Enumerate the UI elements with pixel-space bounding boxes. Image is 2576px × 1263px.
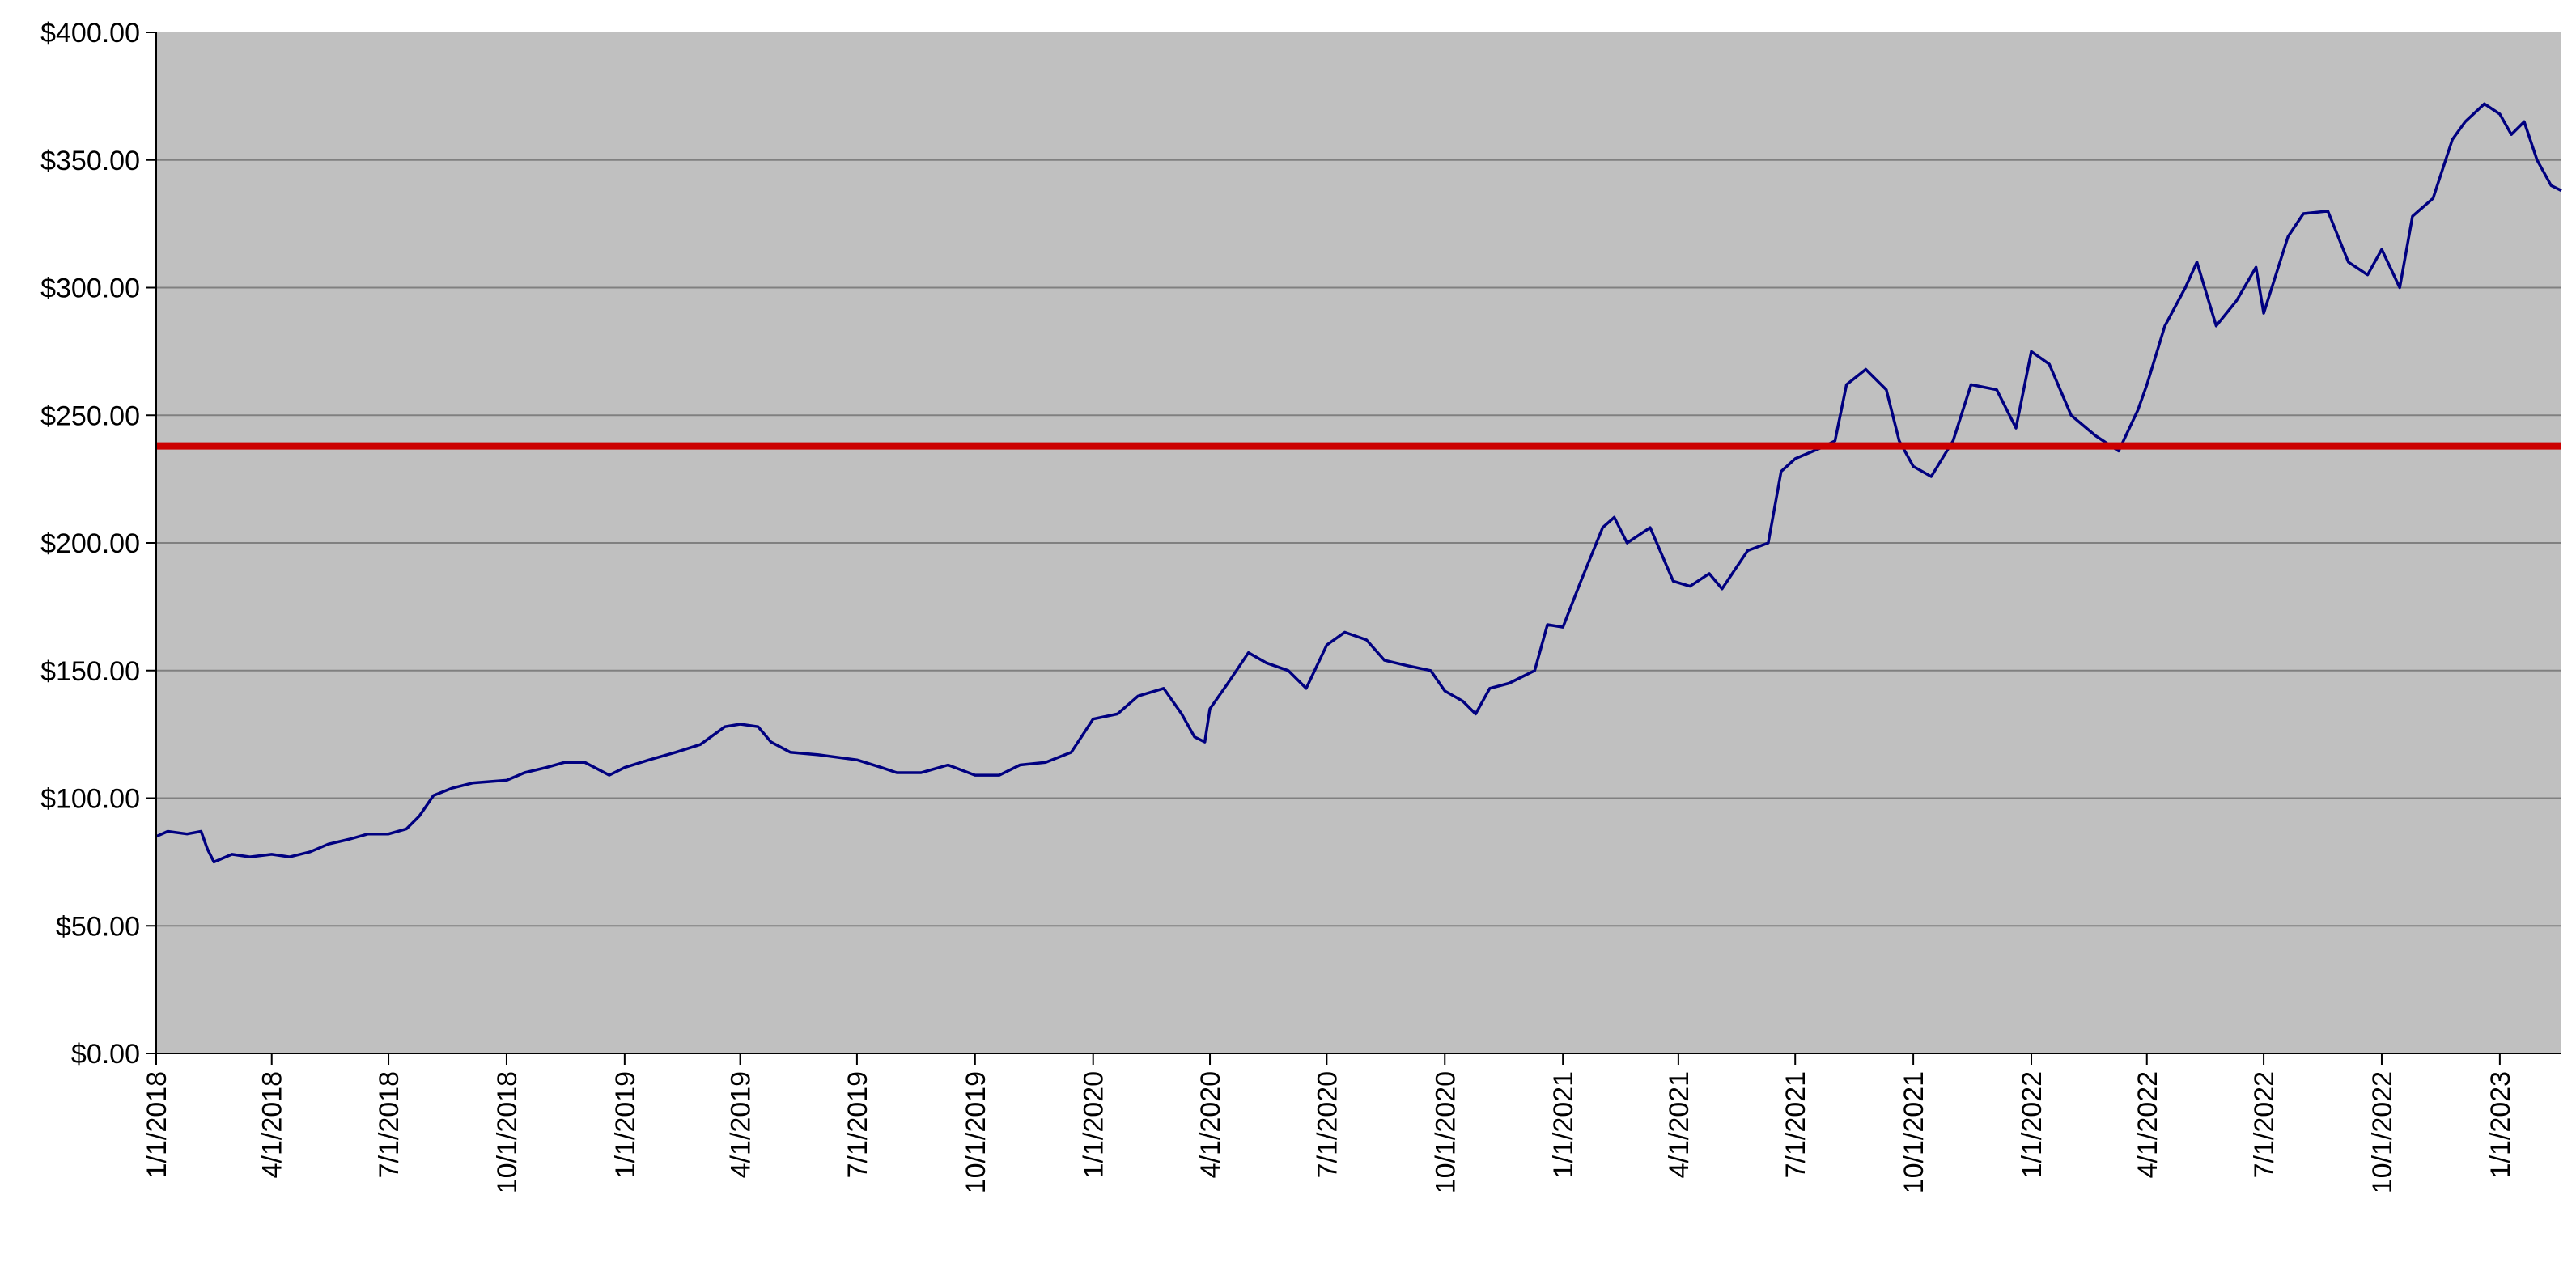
x-tick-label: 7/1/2018 [374, 1071, 405, 1178]
x-tick-label: 4/1/2020 [1195, 1071, 1226, 1178]
y-tick-label: $400.00 [40, 18, 140, 49]
x-tick-label: 10/1/2022 [2367, 1071, 2398, 1193]
y-tick-label: $300.00 [40, 273, 140, 304]
x-tick-label: 1/1/2021 [1548, 1071, 1579, 1178]
y-tick-label: $200.00 [40, 528, 140, 559]
x-tick-label: 1/1/2018 [142, 1071, 172, 1178]
x-tick-label: 1/1/2020 [1079, 1071, 1110, 1178]
y-axis-ticks: $0.00 $50.00 $100.00 $150.00 $200.00 $250.00 $… [40, 18, 156, 1070]
y-tick-label: $0.00 [71, 1039, 140, 1070]
x-tick-label: 1/1/2023 [2485, 1071, 2516, 1178]
y-tick-label: $350.00 [40, 146, 140, 176]
x-tick-label: 1/1/2022 [2017, 1071, 2048, 1178]
gridlines [156, 159, 2561, 927]
y-tick-label: $250.00 [40, 401, 140, 431]
x-tick-label: 1/1/2019 [610, 1071, 641, 1178]
x-tick-label: 10/1/2020 [1430, 1071, 1461, 1193]
x-tick-label: 4/1/2022 [2133, 1071, 2163, 1178]
x-tick-label: 10/1/2021 [1899, 1071, 1929, 1193]
x-tick-label: 4/1/2019 [726, 1071, 757, 1178]
x-tick-label: 4/1/2018 [257, 1071, 288, 1178]
y-tick-label: $100.00 [40, 784, 140, 815]
x-tick-label: 10/1/2019 [961, 1071, 991, 1193]
x-tick-label: 4/1/2021 [1664, 1071, 1695, 1178]
price-series-line [155, 102, 2562, 864]
x-tick-label: 7/1/2021 [1780, 1071, 1811, 1178]
y-tick-label: $150.00 [40, 656, 140, 687]
x-tick-label: 7/1/2022 [2249, 1071, 2280, 1178]
x-tick-label: 10/1/2018 [492, 1071, 523, 1193]
x-axis-ticks: 1/1/2018 4/1/2018 7/1/2018 10/1/2018 1/1/201… [142, 1053, 2516, 1193]
x-tick-label: 7/1/2019 [842, 1071, 873, 1178]
x-tick-label: 7/1/2020 [1312, 1071, 1343, 1178]
y-tick-label: $50.00 [56, 911, 140, 942]
